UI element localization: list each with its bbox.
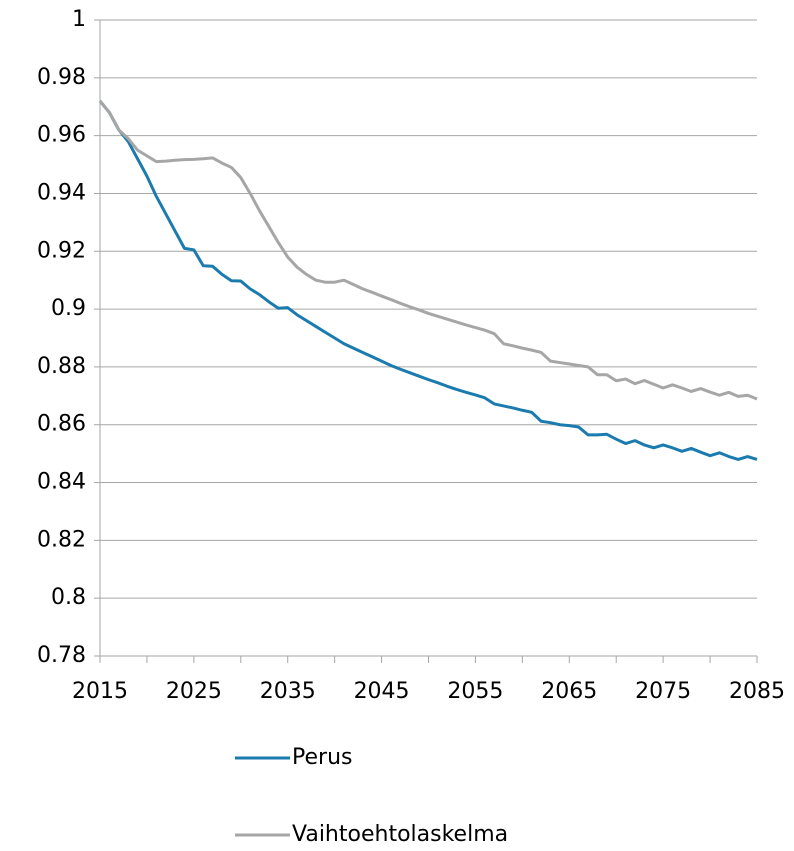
- x-tick-label: 2025: [166, 679, 222, 704]
- y-tick-label: 1: [72, 7, 86, 32]
- y-tick-label: 0.92: [37, 238, 86, 263]
- x-tick-label: 2015: [72, 679, 128, 704]
- x-tick-label: 2035: [260, 679, 316, 704]
- x-tick-label: 2045: [354, 679, 410, 704]
- y-tick-label: 0.82: [37, 527, 86, 552]
- y-tick-label: 0.86: [37, 412, 86, 437]
- y-tick-label: 0.98: [37, 65, 86, 90]
- series-line: [98, 99, 758, 401]
- y-tick-label: 0.96: [37, 123, 86, 148]
- y-tick-label: 0.88: [37, 354, 86, 379]
- y-tick-label: 0.9: [51, 296, 86, 321]
- y-tick-label: 0.78: [37, 643, 86, 668]
- x-tick-label: 2075: [635, 679, 691, 704]
- x-tick-label: 2055: [447, 679, 503, 704]
- y-tick-label: 0.94: [37, 180, 86, 205]
- x-tick-label: 2065: [541, 679, 597, 704]
- legend-label: Vaihtoehtolaskelma: [292, 822, 508, 847]
- series-line: [98, 99, 758, 461]
- y-tick-label: 0.84: [37, 470, 86, 495]
- x-tick-label: 2085: [729, 679, 785, 704]
- y-tick-label: 0.8: [51, 585, 86, 610]
- legend-label: Perus: [292, 745, 352, 770]
